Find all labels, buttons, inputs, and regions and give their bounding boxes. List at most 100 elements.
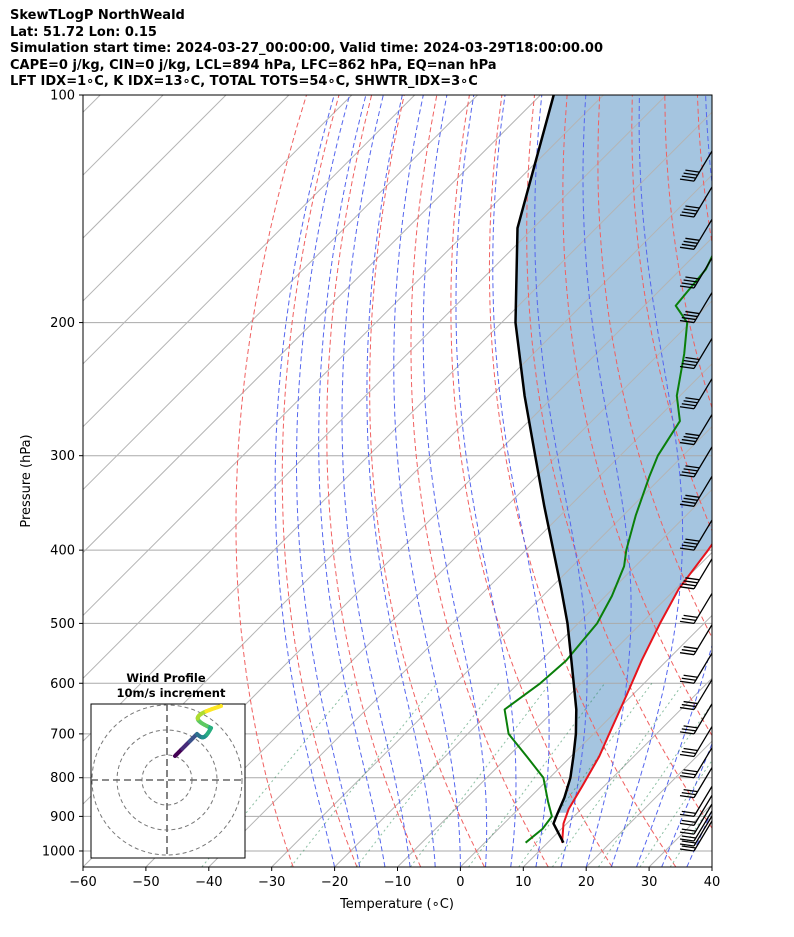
barb-flag <box>685 237 700 241</box>
barb-staff <box>693 703 712 735</box>
moist-adiabat <box>318 95 386 867</box>
barb-staff <box>693 652 712 684</box>
barb-flag <box>679 831 695 835</box>
x-tick-1: −50 <box>132 875 159 890</box>
chart-title: SkewTLogP NorthWeald <box>10 8 185 23</box>
isotherm <box>83 95 604 617</box>
wind-barb <box>679 186 712 218</box>
barb-flag <box>685 465 700 469</box>
x-tick-8: 20 <box>578 875 595 890</box>
barb-flag <box>683 497 698 501</box>
x-axis-ticks: −60 −50 −40 −30 −20 −10 0 10 20 30 40 <box>69 867 720 890</box>
barb-flag <box>685 169 700 173</box>
barb-flag <box>679 285 695 289</box>
wind-barb <box>679 378 712 410</box>
params-line: CAPE=0 j/kg, CIN=0 j/kg, LCL=894 hPa, LF… <box>10 57 497 73</box>
barb-flag <box>679 503 695 507</box>
moist-adiabat <box>274 95 336 867</box>
wind-barbs <box>679 150 712 852</box>
wind-barb <box>679 475 712 507</box>
barb-staff <box>693 446 712 478</box>
y-tick-800: 800 <box>50 771 75 786</box>
barb-flag <box>683 541 698 545</box>
inset-title: Wind Profile <box>126 671 206 685</box>
barb-flag <box>683 359 698 364</box>
moist-adiabat <box>582 95 632 867</box>
wind-barb <box>679 446 712 478</box>
isotherm <box>83 95 290 302</box>
moist-adiabat <box>737 95 794 867</box>
barb-flag <box>681 438 696 443</box>
barb-flag <box>683 614 698 619</box>
barb-flag <box>681 211 696 215</box>
barb-flag <box>681 677 696 681</box>
y-tick-700: 700 <box>50 727 75 742</box>
dry-adiabat <box>326 95 422 867</box>
y-axis-label: Pressure (hPa) <box>19 434 34 527</box>
wind-barb <box>679 519 712 551</box>
isotherm <box>208 363 712 867</box>
barb-flag <box>685 310 700 315</box>
barb-flag <box>683 435 698 440</box>
x-tick-7: 10 <box>515 875 532 890</box>
moist-adiabat <box>636 95 712 867</box>
barb-flag <box>679 843 695 847</box>
wind-barb <box>679 810 712 842</box>
barb-flag <box>679 620 695 625</box>
isotherm <box>83 95 541 554</box>
wind-barb <box>679 726 712 758</box>
barb-flag <box>683 674 698 678</box>
barb-flag <box>681 819 696 824</box>
isotherm <box>83 95 416 428</box>
isotherm <box>83 111 712 742</box>
barb-staff <box>693 292 712 323</box>
moist-adiabat <box>422 95 488 867</box>
barb-staff <box>693 786 712 817</box>
mixing-ratio-line <box>597 702 712 867</box>
barb-staff <box>693 747 712 779</box>
barb-staff <box>693 338 712 369</box>
isotherm <box>397 551 712 867</box>
barb-flag <box>681 750 696 755</box>
wind-barb <box>679 558 712 590</box>
moist-adiabat <box>492 95 550 867</box>
isotherm <box>83 95 478 491</box>
barb-flag <box>681 840 696 844</box>
barb-flag <box>683 747 698 752</box>
barb-flag <box>683 313 698 318</box>
indices-line: LFT IDX=1∘C, K IDX=13∘C, TOTAL TOTS=54∘C… <box>10 74 478 89</box>
x-axis-label: Temperature (∘C) <box>339 897 454 912</box>
barb-flag <box>685 577 700 581</box>
moist-adiabats <box>274 95 794 867</box>
isotherm <box>522 677 712 867</box>
barb-staff <box>693 795 712 826</box>
barb-staff <box>693 810 712 842</box>
moist-adiabat <box>610 95 684 867</box>
barb-flag <box>685 494 700 498</box>
temperature-line <box>561 542 712 843</box>
barb-flag <box>685 356 700 361</box>
barb-flag <box>681 316 696 321</box>
dry-adiabat <box>763 95 794 867</box>
dry-adiabat <box>526 95 712 829</box>
barb-staff <box>693 218 712 250</box>
moist-adiabat <box>455 95 517 867</box>
barb-flag <box>681 243 696 247</box>
barb-flag <box>681 617 696 622</box>
barb-staff <box>693 475 712 507</box>
location-line: Lat: 51.72 Lon: 0.15 <box>10 24 157 40</box>
barb-flag <box>683 400 698 404</box>
barb-flag <box>683 279 698 283</box>
dry-adiabat <box>562 95 712 737</box>
barb-staff <box>693 150 712 182</box>
barb-staff <box>693 624 712 656</box>
chart-header: SkewTLogP NorthWeald Lat: 51.72 Lon: 0.1… <box>10 8 603 91</box>
wind-barb <box>679 150 712 182</box>
times-line: Simulation start time: 2024-03-27_00:00:… <box>10 41 603 56</box>
barb-flag <box>679 547 695 551</box>
barb-flag <box>679 474 695 478</box>
barb-flag <box>679 441 695 446</box>
wind-barb <box>679 747 712 779</box>
isotherm <box>271 425 712 867</box>
barb-flag <box>683 208 698 212</box>
